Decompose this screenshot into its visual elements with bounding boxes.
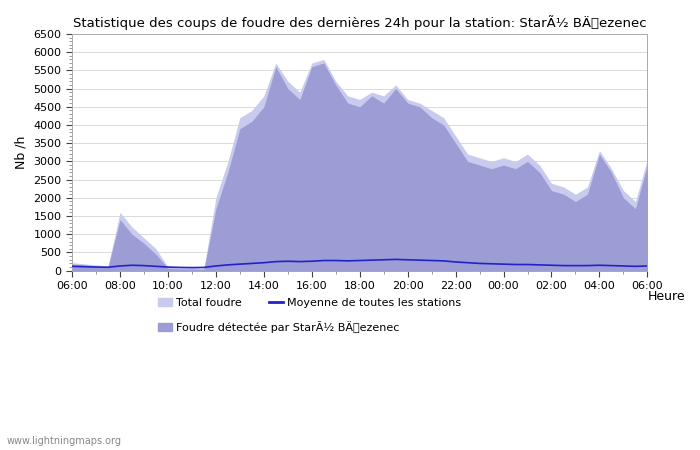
Legend: Foudre détectée par StarÃ½ BÄezenec: Foudre détectée par StarÃ½ BÄezenec — [158, 321, 399, 333]
Text: www.lightningmaps.org: www.lightningmaps.org — [7, 436, 122, 446]
Text: Heure: Heure — [648, 290, 685, 303]
Y-axis label: Nb /h: Nb /h — [15, 135, 28, 169]
Title: Statistique des coups de foudre des dernières 24h pour la station: StarÃ½ BÄeze: Statistique des coups de foudre des dern… — [73, 15, 647, 30]
